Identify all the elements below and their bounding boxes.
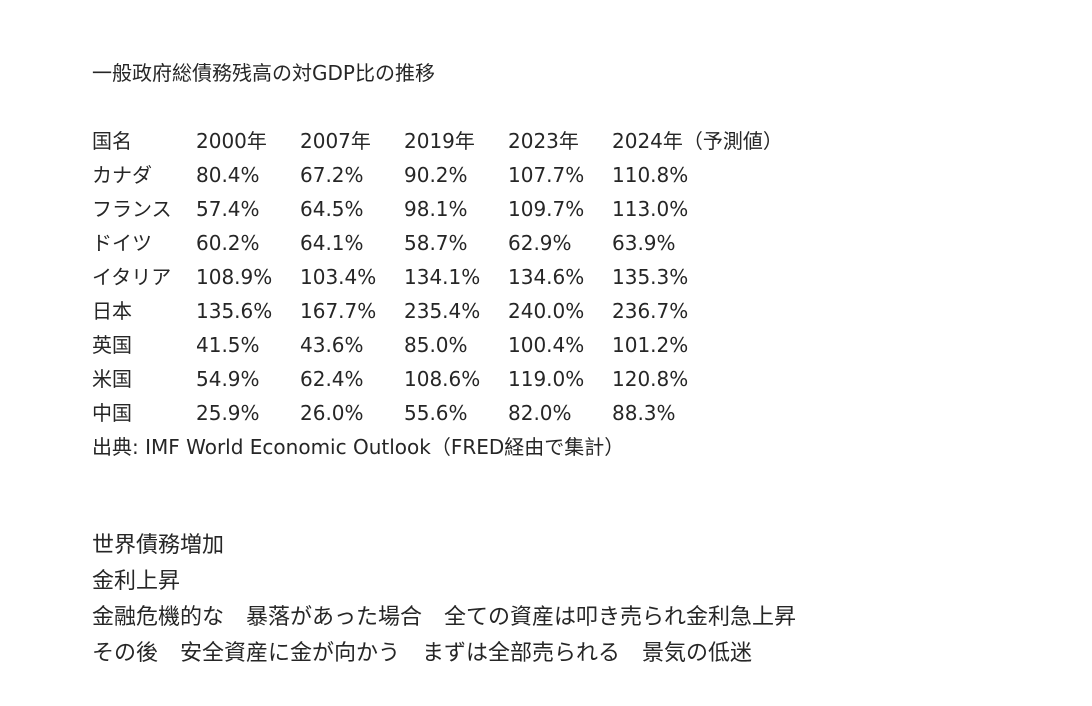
row-value: 134.6% [508,265,585,289]
note-line: 金利上昇 [92,569,181,594]
row-value: 113.0% [612,197,689,221]
row-value: 240.0% [508,299,585,323]
source-citation: 出典: IMF World Economic Outlook（FRED経由で集計… [92,435,625,459]
row-value: 64.1% [300,231,364,255]
row-value: 63.9% [612,231,676,255]
table-row: 英国 41.5% 43.6% 85.0% 100.4% 101.2% [92,328,1052,362]
row-value: 100.4% [508,333,585,357]
row-value: 101.2% [612,333,689,357]
row-value: 98.1% [404,197,468,221]
row-value: 135.6% [196,299,273,323]
table-header-row: 国名 2000年 2007年 2019年 2023年 2024年（予測値） [92,124,1052,158]
row-value: 43.6% [300,333,364,357]
table-row: 日本 135.6% 167.7% 235.4% 240.0% 236.7% [92,294,1052,328]
table-row: 中国 25.9% 26.0% 55.6% 82.0% 88.3% [92,396,1052,430]
table-row: ドイツ 60.2% 64.1% 58.7% 62.9% 63.9% [92,226,1052,260]
row-value: 134.1% [404,265,481,289]
debt-table: 国名 2000年 2007年 2019年 2023年 2024年（予測値） カナ… [92,124,1052,430]
row-country: カナダ [92,163,152,187]
row-value: 135.3% [612,265,689,289]
row-value: 67.2% [300,163,364,187]
notes-section: 世界債務増加 金利上昇 金融危機的な 暴落があった場合 全ての資産は叩き売られ金… [92,528,1052,672]
blank-line [92,90,1052,124]
header-2023: 2023年 [508,129,579,153]
row-value: 110.8% [612,163,689,187]
row-country: 米国 [92,367,132,391]
header-country: 国名 [92,129,132,153]
row-value: 235.4% [404,299,481,323]
row-value: 119.0% [508,367,585,391]
note-line: その後 安全資産に金が向かう まずは全部売られる 景気の低迷 [92,641,753,666]
row-value: 85.0% [404,333,468,357]
row-country: イタリア [92,265,172,289]
row-value: 64.5% [300,197,364,221]
note-line: 金融危機的な 暴落があった場合 全ての資産は叩き売られ金利急上昇 [92,605,797,630]
document-body: 一般政府総債務残高の対GDP比の推移 国名 2000年 2007年 2019年 … [92,56,1052,464]
row-value: 107.7% [508,163,585,187]
table-row: イタリア 108.9% 103.4% 134.1% 134.6% 135.3% [92,260,1052,294]
row-value: 82.0% [508,401,572,425]
document-title: 一般政府総債務残高の対GDP比の推移 [92,61,435,85]
row-value: 55.6% [404,401,468,425]
row-value: 167.7% [300,299,377,323]
table-row: フランス 57.4% 64.5% 98.1% 109.7% 113.0% [92,192,1052,226]
row-country: 英国 [92,333,132,357]
row-value: 62.9% [508,231,572,255]
row-country: ドイツ [92,231,152,255]
row-value: 58.7% [404,231,468,255]
row-value: 41.5% [196,333,260,357]
row-value: 90.2% [404,163,468,187]
row-country: フランス [92,197,172,221]
header-2000: 2000年 [196,129,267,153]
row-value: 236.7% [612,299,689,323]
row-value: 57.4% [196,197,260,221]
row-value: 62.4% [300,367,364,391]
header-2019: 2019年 [404,129,475,153]
row-value: 80.4% [196,163,260,187]
row-value: 103.4% [300,265,377,289]
header-2024-forecast: 2024年（予測値） [612,129,783,153]
row-value: 60.2% [196,231,260,255]
row-value: 88.3% [612,401,676,425]
note-line: 世界債務増加 [92,533,225,558]
table-row: 米国 54.9% 62.4% 108.6% 119.0% 120.8% [92,362,1052,396]
table-row: カナダ 80.4% 67.2% 90.2% 107.7% 110.8% [92,158,1052,192]
row-value: 26.0% [300,401,364,425]
header-2007: 2007年 [300,129,371,153]
row-country: 中国 [92,401,132,425]
row-value: 54.9% [196,367,260,391]
row-value: 108.9% [196,265,273,289]
row-value: 109.7% [508,197,585,221]
row-country: 日本 [92,299,132,323]
row-value: 108.6% [404,367,481,391]
row-value: 25.9% [196,401,260,425]
row-value: 120.8% [612,367,689,391]
